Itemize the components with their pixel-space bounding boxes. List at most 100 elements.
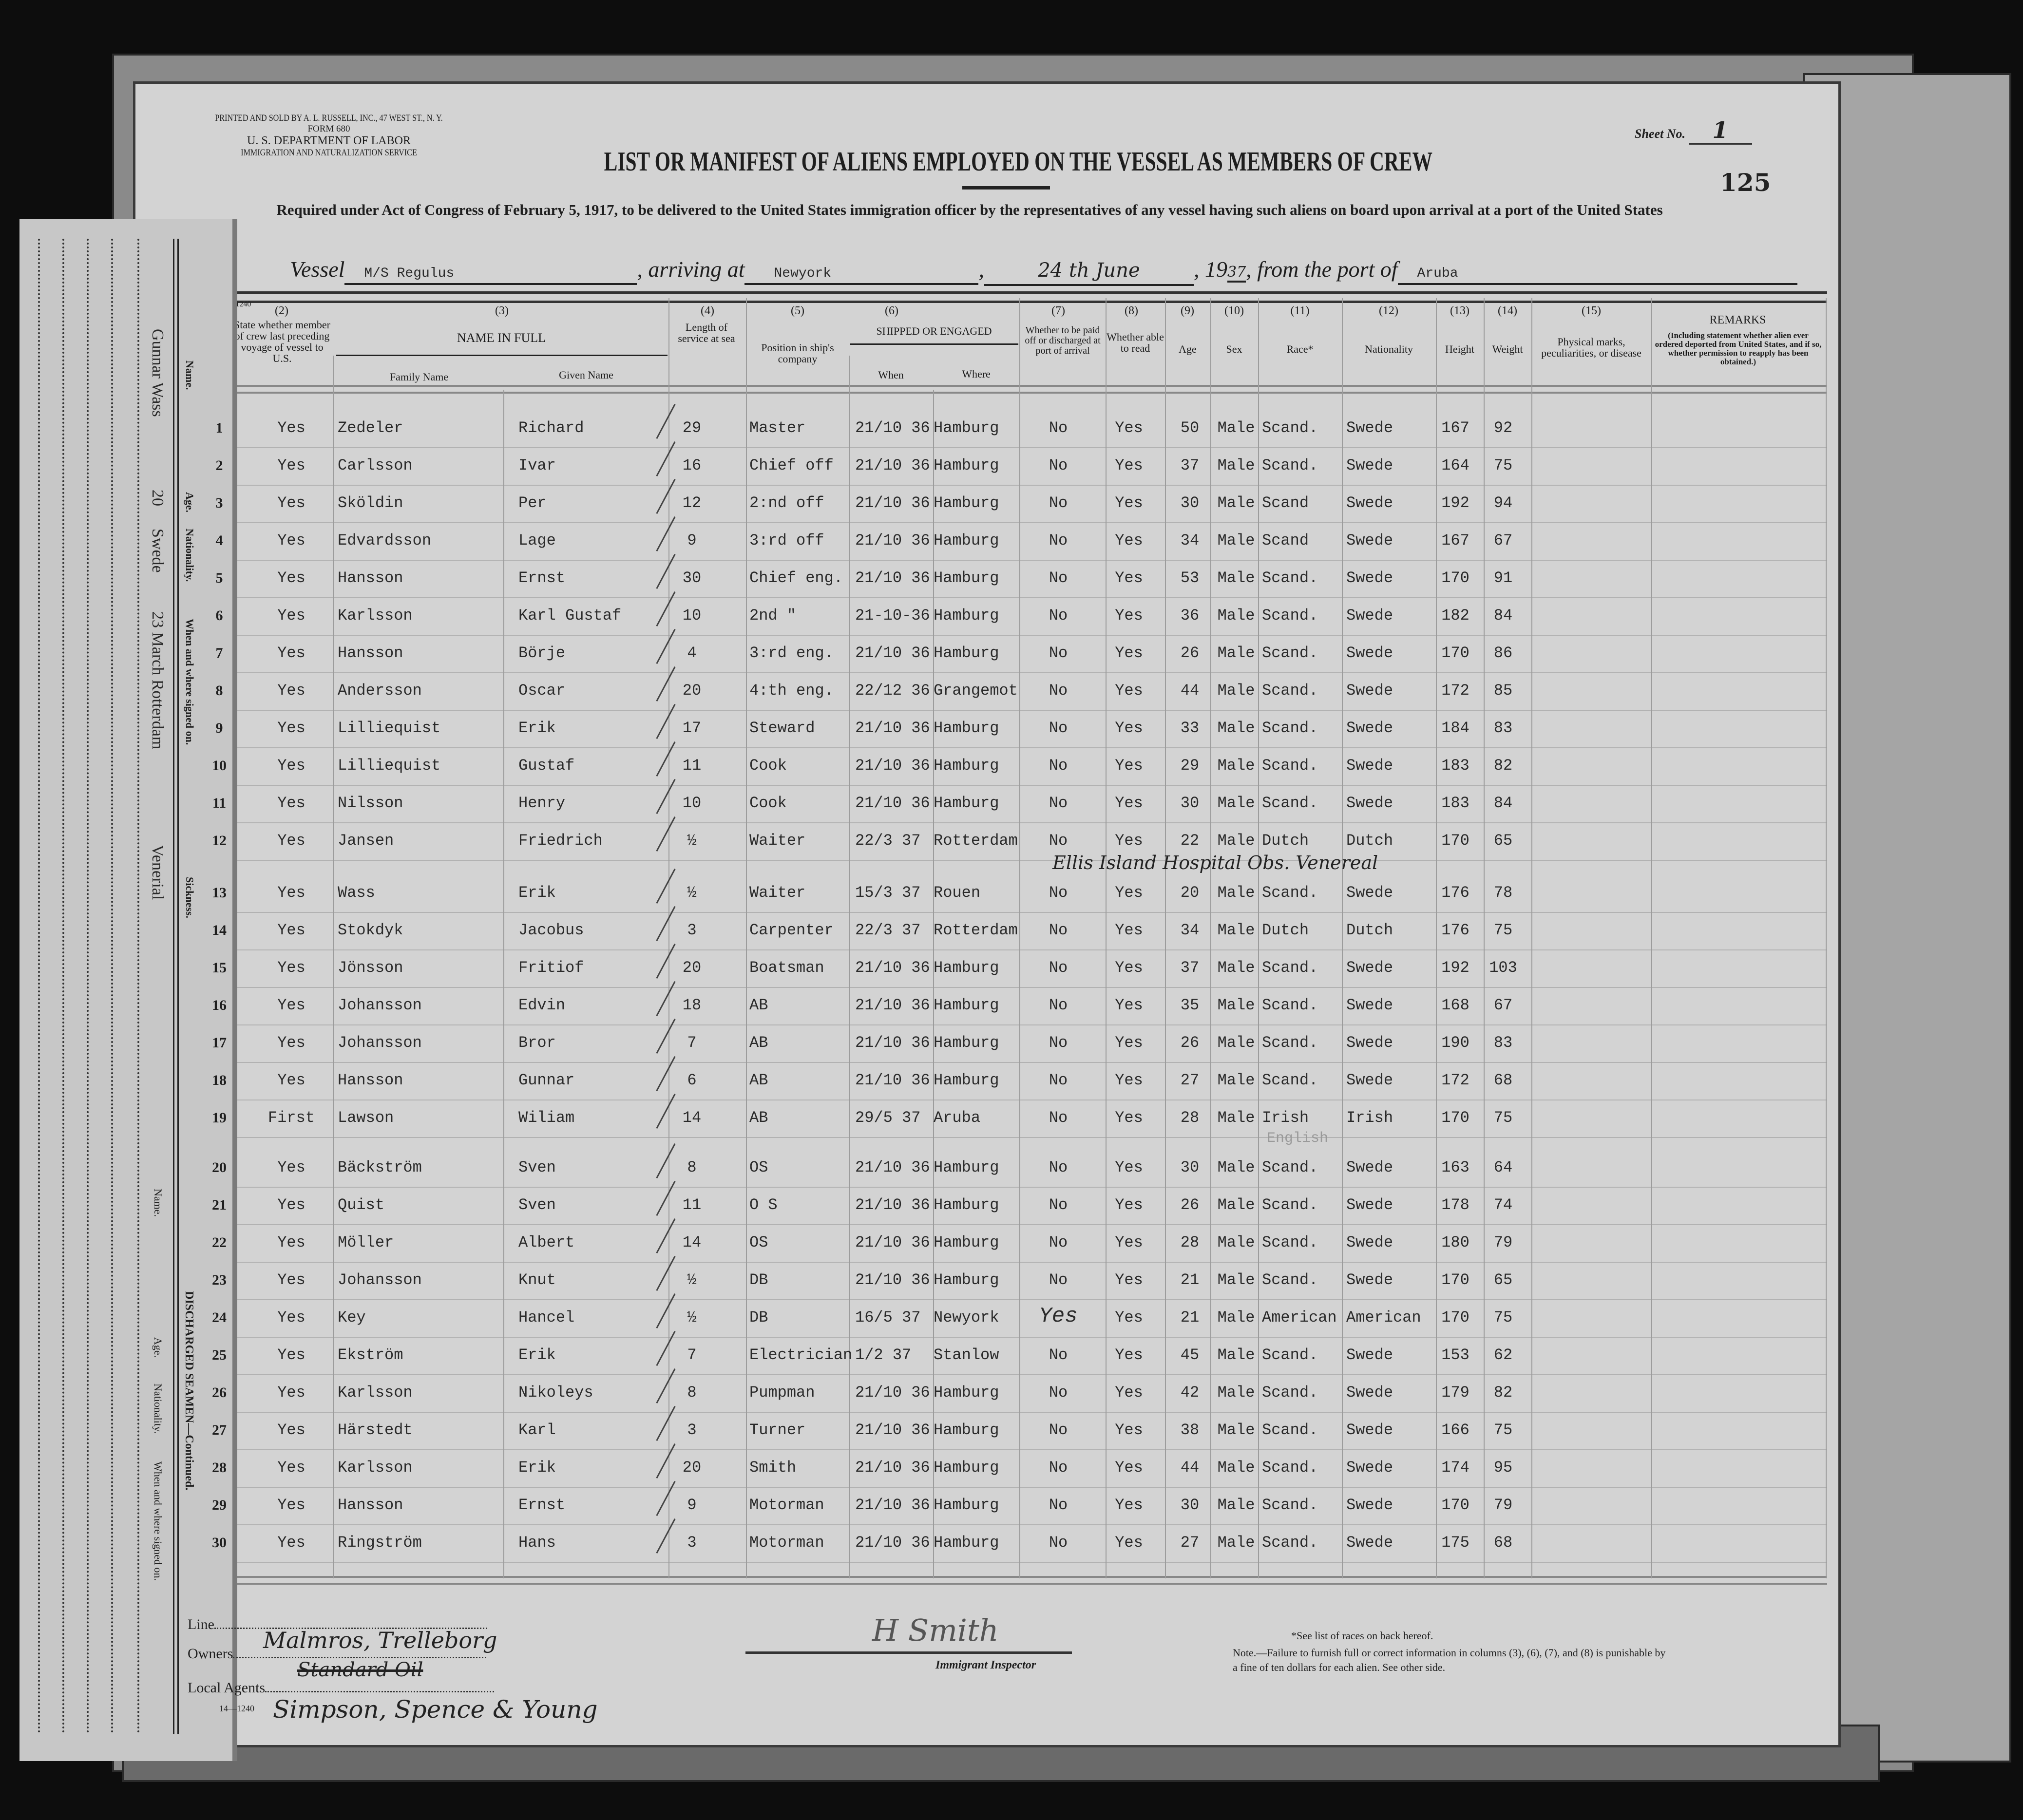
row-nationality: Dutch [1346, 832, 1393, 850]
row-race: Scand. [1262, 757, 1318, 775]
sheet-number-field: Sheet No. 1 [1635, 117, 1752, 145]
row-race: Scand. [1262, 719, 1318, 737]
row-prev-voyage: Yes [277, 531, 305, 550]
row-weight: 67 [1493, 531, 1513, 550]
row-race: Scand. [1262, 959, 1318, 977]
row-family-name: Möller [338, 1233, 394, 1251]
row-rule [146, 597, 1827, 598]
races-note: *See list of races on back hereof. [1291, 1630, 1433, 1642]
arriving-port: Newyork [744, 265, 979, 285]
row-height: 166 [1441, 1421, 1470, 1439]
col3-number: (3) [495, 304, 509, 317]
row-race: Scand. [1262, 1158, 1318, 1176]
row-sex: Male [1217, 959, 1255, 977]
row-shipped-where: Hamburg [934, 1534, 999, 1552]
row-height: 163 [1441, 1158, 1470, 1176]
row-family-name: Ekström [338, 1346, 403, 1364]
row-prev-voyage: Yes [277, 1459, 305, 1477]
row-number: 13 [212, 885, 227, 901]
row-position: Cook [749, 794, 787, 812]
row-rule [146, 987, 1827, 988]
row-shipped-where: Rotterdam [934, 832, 1018, 850]
vessel-name: M/S Regulus [344, 265, 637, 285]
slip-d-name-label: Name. [152, 1189, 164, 1217]
form-number: FORM 680 [307, 123, 350, 134]
row-paid-off: No [1049, 1346, 1068, 1364]
row-given-name: Jacobus [518, 921, 584, 939]
col12-header: Nationality [1365, 343, 1413, 355]
row-rule [146, 1337, 1827, 1338]
row-position: Waiter [749, 832, 806, 850]
row-nationality: Swede [1346, 1034, 1393, 1052]
row-race: Scand. [1262, 1271, 1318, 1289]
col8-header: Whether able to read [1107, 331, 1164, 355]
row-rule [146, 672, 1827, 673]
row-given-name: Karl [518, 1421, 556, 1439]
row-race: Irish [1262, 1109, 1309, 1127]
row-sex: Male [1217, 569, 1255, 587]
row-shipped-where: Grangemot [934, 682, 1018, 700]
slip-header-rule [173, 239, 179, 1734]
row-age: 34 [1180, 921, 1200, 939]
row-given-name: Knut [518, 1271, 556, 1289]
row-rule [146, 635, 1827, 636]
row-given-name: Erik [518, 884, 556, 902]
row-number: 20 [212, 1159, 227, 1175]
row-position: OS [749, 1233, 768, 1251]
row-length-of-service: 20 [682, 959, 702, 977]
row-weight: 65 [1493, 1271, 1513, 1289]
row-able-to-read: Yes [1115, 884, 1143, 902]
row-age: 37 [1180, 456, 1200, 474]
row-shipped-when: 21/10 36 [855, 456, 930, 474]
row-length-of-service: 4 [687, 644, 697, 662]
row-shipped-when: 21/10 36 [855, 1459, 930, 1477]
row-height: 168 [1441, 996, 1470, 1014]
row-shipped-when: 21-10-36 [855, 607, 930, 625]
row-rule [146, 1224, 1827, 1225]
row-age: 50 [1180, 419, 1200, 437]
column-line [1484, 298, 1485, 1578]
row-able-to-read: Yes [1115, 1384, 1143, 1402]
row-given-name: Bror [518, 1034, 556, 1052]
owners-field [233, 1657, 487, 1658]
row-race: Scand. [1262, 1534, 1318, 1552]
row-rule [146, 1562, 1827, 1563]
row-able-to-read: Yes [1115, 1346, 1143, 1364]
row-rule [146, 560, 1827, 561]
row-length-of-service: 14 [682, 1233, 702, 1251]
row-height: 170 [1441, 832, 1470, 850]
row-nationality: Swede [1346, 1534, 1393, 1552]
row-height: 190 [1441, 1034, 1470, 1052]
row-given-name: Per [518, 494, 547, 512]
row-race: Scand. [1262, 1071, 1318, 1089]
slip-signed-label: When and where signed on. [184, 619, 196, 745]
row-prev-voyage: Yes [277, 921, 305, 939]
row-shipped-where: Newyork [934, 1308, 999, 1327]
col7-header: Whether to be paid off or discharged at … [1025, 325, 1101, 356]
col11-header: Race* [1286, 343, 1314, 355]
row-paid-off: No [1049, 757, 1068, 775]
row-race: Scand. [1262, 419, 1318, 437]
table-header-bottom-rule [146, 385, 1827, 394]
row-length-of-service: 10 [682, 607, 702, 625]
row-sex: Male [1217, 494, 1255, 512]
row-number: 29 [212, 1497, 227, 1513]
row-number: 24 [212, 1309, 227, 1326]
row-given-name: Erik [518, 719, 556, 737]
row-able-to-read: Yes [1115, 1534, 1143, 1552]
owners-struck-value: Standard Oil [297, 1659, 423, 1681]
slip-line-1 [38, 239, 40, 1734]
row-sex: Male [1217, 794, 1255, 812]
row-number: 30 [212, 1535, 227, 1551]
row-rule [146, 710, 1827, 711]
vessel-label: Vessel [290, 257, 345, 282]
row-sex: Male [1217, 1496, 1255, 1514]
row-race: Scand. [1262, 569, 1318, 587]
col3-family-header: Family Name [389, 371, 449, 383]
row-weight: 91 [1493, 569, 1513, 587]
col15-header: Physical marks, peculiarities, or diseas… [1541, 336, 1641, 360]
row-position: 4:th eng. [749, 682, 834, 700]
row-age: 37 [1180, 959, 1200, 977]
row-given-name: Richard [518, 419, 584, 437]
row-shipped-where: Hamburg [934, 719, 999, 737]
